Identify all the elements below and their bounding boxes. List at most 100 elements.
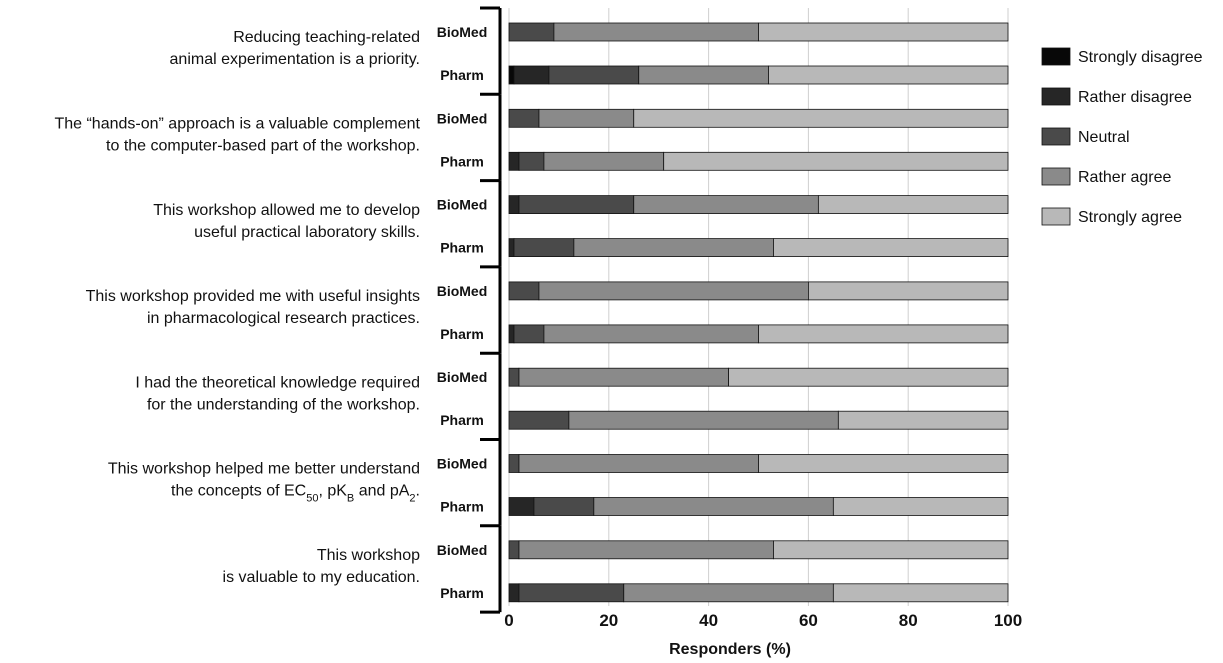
tick-label: 20 — [599, 611, 618, 630]
group-label: BioMed — [437, 24, 488, 40]
bar-segment — [518, 583, 625, 603]
bar-segment — [518, 454, 759, 473]
bar-segment — [728, 367, 1009, 387]
bar-segment — [808, 281, 1009, 301]
statement-label: The “hands-on” approach is a valuable co… — [54, 115, 420, 132]
group-label: Pharm — [440, 67, 484, 83]
statement-label: in pharmacological research practices. — [147, 310, 420, 327]
bar-segment — [553, 22, 759, 42]
group-label: BioMed — [437, 197, 488, 213]
legend-label: Neutral — [1078, 129, 1130, 146]
bar-segment — [508, 497, 535, 516]
legend-label: Rather disagree — [1078, 89, 1192, 106]
bar-segment — [508, 195, 520, 215]
legend: Strongly disagree Rather disagree Neutral R… — [1041, 47, 1203, 226]
bar-segment — [508, 281, 540, 301]
bar-segment — [548, 65, 640, 85]
group-label: BioMed — [437, 456, 488, 472]
axes — [480, 6, 502, 614]
bar-segment — [538, 281, 809, 301]
bar-segment — [638, 65, 769, 85]
statement-label: the concepts of EC50, pKB and pA2. — [171, 483, 420, 505]
legend-swatch — [1041, 167, 1071, 186]
bar-segment — [508, 367, 520, 387]
statement-label: This workshop — [317, 547, 420, 564]
legend-swatch — [1041, 127, 1071, 146]
bar-segment — [773, 238, 1009, 258]
statement-label: This workshop allowed me to develop — [153, 202, 420, 219]
group-label: Pharm — [440, 499, 484, 515]
bar-segment — [508, 410, 570, 430]
bar-segment — [508, 151, 520, 171]
group-label: Pharm — [440, 153, 484, 169]
legend-swatch — [1041, 47, 1071, 66]
x-axis-label: Responders (%) — [669, 641, 791, 658]
group-label: BioMed — [437, 542, 488, 558]
tick-label: 60 — [799, 611, 818, 630]
bar-segment — [508, 108, 540, 128]
bar-segment — [633, 108, 1009, 128]
tick-label: 0 — [504, 611, 513, 630]
group-label: BioMed — [437, 110, 488, 126]
bar-segment — [768, 65, 1009, 85]
bar-segment — [758, 22, 1009, 42]
group-label: Pharm — [440, 585, 484, 601]
bar-segment — [832, 583, 1009, 603]
bar-segment — [513, 238, 575, 258]
bar-segment — [623, 583, 834, 603]
statement-label: is valuable to my education. — [223, 569, 420, 586]
bar-segment — [817, 195, 1009, 215]
bar-segment — [663, 151, 1009, 171]
legend-label: Strongly agree — [1078, 209, 1182, 226]
tick-label: 80 — [899, 611, 918, 630]
bar-segment — [508, 65, 515, 85]
statement-label: useful practical laboratory skills. — [194, 224, 420, 241]
tick-label: 40 — [699, 611, 718, 630]
group-label: Pharm — [440, 326, 484, 342]
bar-segment — [837, 410, 1009, 430]
bar-segment — [508, 238, 515, 258]
statement-label: animal experimentation is a priority. — [170, 51, 420, 68]
bar-segment — [832, 497, 1009, 516]
bar-segment — [568, 410, 839, 430]
bar-segment — [518, 151, 545, 171]
bar-segment — [518, 195, 635, 215]
bars — [508, 22, 1009, 603]
bar-segment — [593, 497, 834, 516]
category-labels: BioMed Pharm Reducing teaching-related anim… — [54, 24, 487, 601]
legend-swatch — [1041, 87, 1071, 106]
bar-segment — [508, 22, 555, 42]
bar-segment — [508, 540, 520, 560]
bar-segment — [508, 324, 515, 344]
bar-segment — [513, 65, 550, 85]
statement-label: for the understanding of the workshop. — [147, 396, 420, 413]
statement-label: to the computer-based part of the worksh… — [106, 137, 420, 154]
bar-segment — [758, 324, 1009, 344]
group-label: BioMed — [437, 283, 488, 299]
bar-segment — [773, 540, 1009, 560]
gridlines — [508, 8, 1009, 606]
statement-label: This workshop provided me with useful in… — [86, 288, 420, 305]
bar-segment — [513, 324, 545, 344]
group-label: Pharm — [440, 240, 484, 256]
bar-segment — [633, 195, 819, 215]
group-label: BioMed — [437, 369, 488, 385]
bar-segment — [573, 238, 774, 258]
statement-label: This workshop helped me better understan… — [108, 461, 420, 478]
bar-segment — [533, 497, 595, 516]
statement-label: Reducing teaching-related — [233, 29, 420, 46]
bar-segment — [518, 540, 774, 560]
bar-segment — [543, 324, 759, 344]
group-label: Pharm — [440, 412, 484, 428]
bar-segment — [538, 108, 635, 128]
bar-segment — [543, 151, 665, 171]
legend-label: Strongly disagree — [1078, 49, 1203, 66]
x-ticks: 0 20 40 60 80 100 — [504, 611, 1022, 630]
legend-swatch — [1041, 207, 1071, 226]
bar-segment — [508, 454, 520, 473]
bar-segment — [508, 583, 520, 603]
legend-label: Rather agree — [1078, 169, 1171, 186]
bar-segment — [758, 454, 1009, 473]
statement-label: I had the theoretical knowledge required — [135, 374, 420, 391]
